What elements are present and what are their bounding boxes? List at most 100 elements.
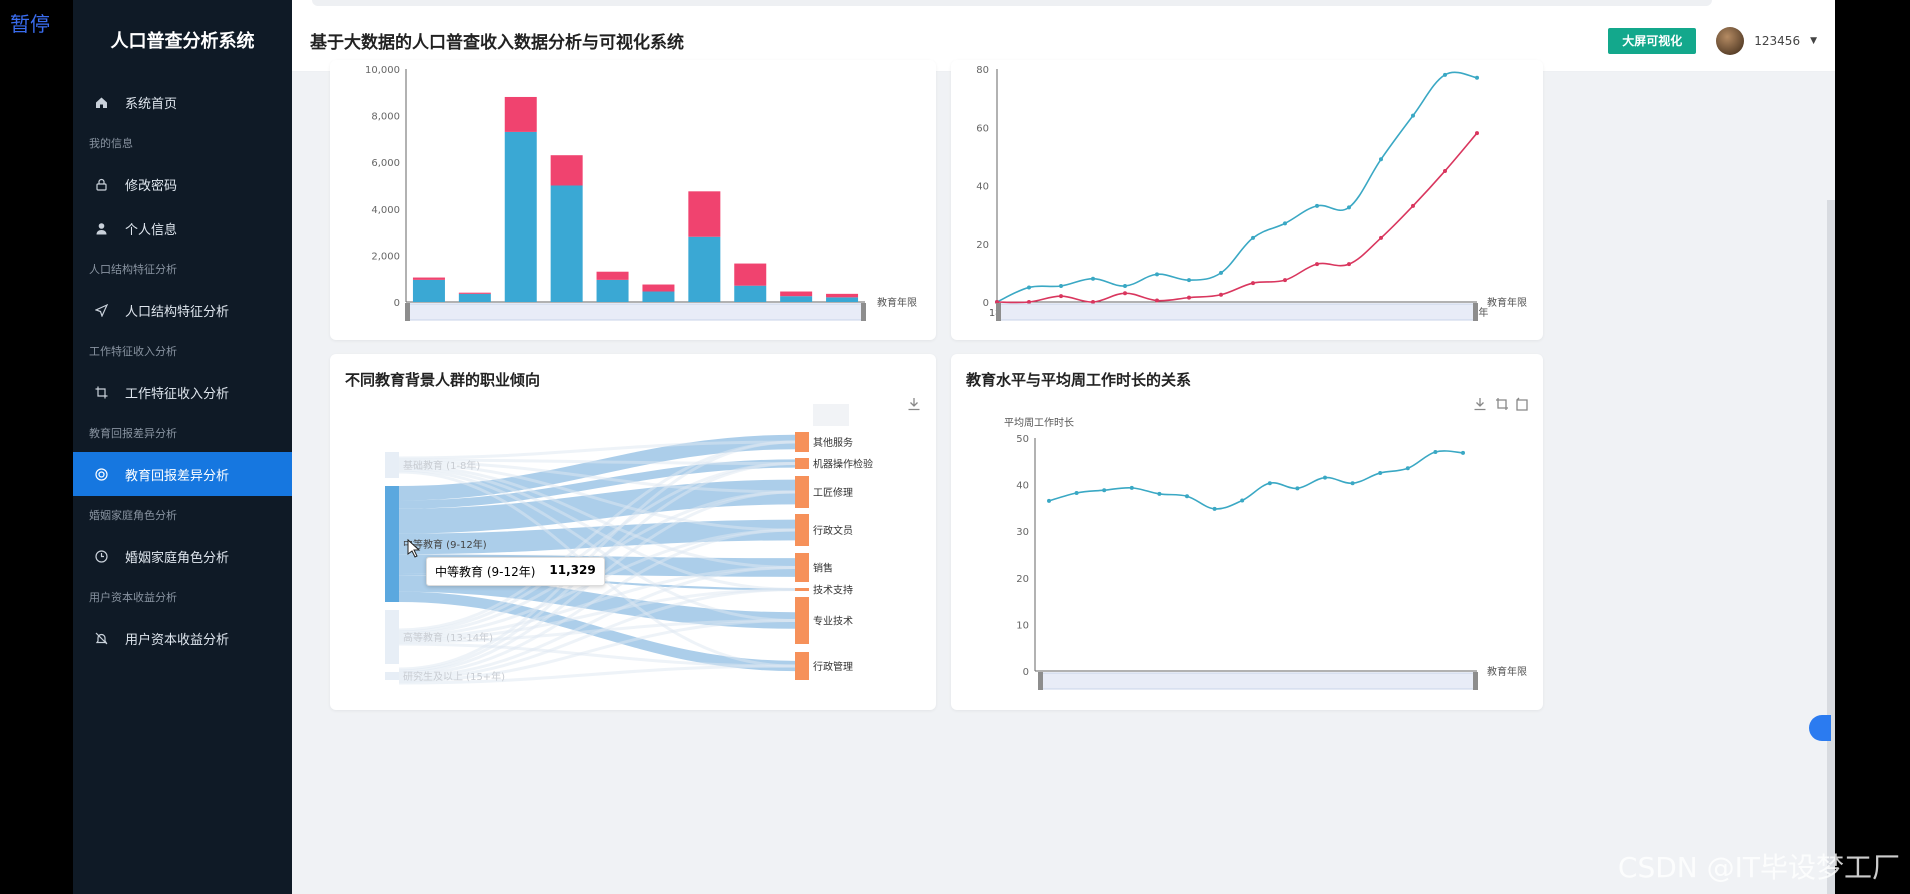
sidebar-item[interactable]: 教育回报差异分析 [73,452,292,496]
sankey-target-label: 技术支持 [813,584,853,597]
sankey-link-faded [398,466,796,591]
stacked-bar-chart: 02,0004,0006,0008,00010,0007年8年9年10年11年1… [365,65,917,321]
sankey-link-faded [398,664,796,685]
big-screen-button[interactable]: 大屏可视化 [1608,27,1697,54]
sankey-source-node [385,452,399,478]
sankey-link-faded [398,619,796,683]
sankey-source-node [385,486,399,602]
datazoom-slider [998,303,1476,321]
chart-card-education-income-bar: 02,0004,0006,0008,00010,0007年8年9年10年11年1… [330,60,936,340]
rate-line-chart: 0204060801年2年3年4年5年6年7年8年9年10年11年12年13年1… [976,65,1527,321]
top-strip [292,0,1835,10]
sankey-link-faded [398,642,796,668]
scrollbar[interactable] [1827,200,1835,894]
data-point [1059,283,1063,288]
y-tick-label: 0 [983,298,989,309]
sankey-source-node [385,672,399,680]
sidebar-item-label: 工作特征收入分析 [125,386,230,402]
download-icon[interactable] [1473,396,1487,415]
menu-group-label: 工作特征收入分析 [89,345,177,358]
sidebar-item-label: 用户资本收益分析 [125,632,230,648]
datazoom-slider [407,303,864,321]
sidebar-item-label: 人口结构特征分析 [125,304,230,320]
sidebar: 人口普查分析系统 系统首页 我的信息 修改密码 个人信息 人口结构特征分析 人口结构特征分… [73,0,292,894]
sankey-link [398,479,796,534]
data-point [1315,203,1319,208]
sankey-link [398,434,796,501]
data-point [1379,157,1383,162]
sankey-target-label: 行政文员 [813,524,853,537]
data-point [1219,270,1223,275]
sankey-tooltip: 中等教育 (9-12年) 11,329 [426,557,605,586]
y-tick-label: 10,000 [365,65,400,76]
caret-down-icon[interactable]: ▼ [1810,35,1817,46]
y-tick-label: 10 [1016,620,1029,631]
series-line [996,132,1478,304]
data-point [1123,283,1127,288]
download-icon[interactable] [907,396,921,415]
sidebar-item[interactable]: 工作特征收入分析 [73,370,292,414]
data-point [1433,449,1438,454]
data-point [1267,481,1272,486]
sidebar-item[interactable]: 个人信息 [73,206,292,250]
floating-panel-toggle[interactable] [1809,715,1831,741]
x-axis-name: 教育年限 [877,296,917,309]
sankey-target-node [795,514,809,546]
watermark: CSDN @IT毕设梦工厂 [1617,851,1900,884]
sankey-link-faded [398,464,796,569]
restore-icon[interactable] [1515,396,1529,415]
mouse-cursor [407,538,421,558]
sidebar-item[interactable]: 人口结构特征分析 [73,288,292,332]
sankey-source-node [385,610,399,664]
y-tick-label: 40 [976,182,989,193]
data-point [1091,300,1095,304]
y-tick-label: 0 [394,298,400,309]
datazoom-handle-right [1473,303,1478,321]
crop-icon [93,384,109,400]
header-actions: 大屏可视化 123456 ▼ [1608,26,1817,55]
data-point [1091,276,1095,281]
sankey-target-node [795,458,809,469]
lock-icon [93,176,109,192]
y-tick-label: 6,000 [371,158,400,169]
datazoom-handle-left [1038,672,1043,690]
page-title: 基于大数据的人口普查收入数据分析与可视化系统 [310,33,684,53]
sidebar-item[interactable]: 修改密码 [73,162,292,206]
series-line [996,71,1478,303]
zoom-icon[interactable] [1495,396,1509,415]
bar-segment [596,271,629,280]
sankey-link-faded [398,440,796,671]
data-point [1129,485,1134,490]
bar-segment [504,96,537,132]
data-point [1315,262,1319,267]
data-point [1123,291,1127,296]
sankey-link-faded [398,619,796,644]
data-point [1027,285,1031,290]
chart-card-work-hours-line: 教育水平与平均周工作时长的关系 平均周工作时长010203040501年2年3年… [951,354,1543,710]
sidebar-menu: 系统首页 我的信息 修改密码 个人信息 人口结构特征分析 人口结构特征分析 工作特征收入分析… [73,80,292,660]
sidebar-item[interactable]: 系统首页 [73,80,292,124]
sidebar-item[interactable]: 用户资本收益分析 [73,616,292,660]
sankey-link-faded [398,462,796,532]
y-tick-label: 20 [976,240,989,251]
tooltip-value: 11,329 [549,563,596,577]
sankey-target-node [795,476,809,508]
x-axis-name: 教育年限 [1487,665,1527,678]
y-tick-label: 80 [976,65,989,76]
menu-group-label: 婚姻家庭角色分析 [89,509,177,522]
sankey-link-faded [398,468,796,622]
sidebar-item[interactable]: 婚姻家庭角色分析 [73,534,292,578]
clock-icon [93,548,109,564]
bar-segment [642,284,675,292]
data-point [1283,278,1287,283]
series-line [1048,450,1464,510]
data-point [1405,466,1410,471]
y-tick-label: 30 [1016,527,1029,538]
card-title: 不同教育背景人群的职业倾向 [345,371,541,389]
user-menu[interactable]: 123456 ▼ [1716,26,1817,55]
sidebar-item-label: 修改密码 [125,178,178,194]
avatar[interactable] [1716,26,1745,55]
sankey-source-label: 研究生及以上 (15+年) [403,670,505,683]
menu-group-label: 人口结构特征分析 [89,263,177,276]
sankey-link-faded [398,588,796,681]
